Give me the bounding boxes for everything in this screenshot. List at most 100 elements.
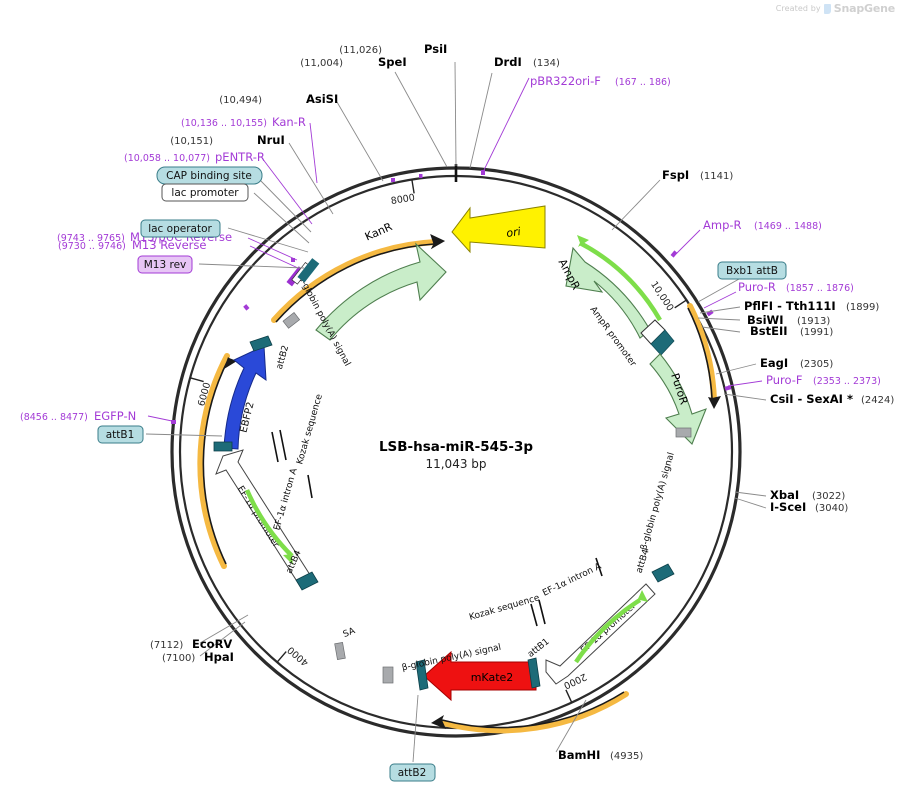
watermark-brand: SnapGene bbox=[833, 2, 895, 15]
plasmid-title-block: LSB-hsa-miR-545-3p 11,043 bp bbox=[379, 439, 533, 471]
gene-label-mkate2: mKate2 bbox=[471, 671, 514, 684]
badge-bxb1-attb[interactable]: Bxb1 attB bbox=[717, 261, 787, 280]
site-label-attb1-bottom: attB1 bbox=[526, 637, 551, 660]
enzyme-pos: (3022) bbox=[812, 491, 845, 502]
gene-arrow-ori[interactable]: ori bbox=[451, 205, 546, 254]
badge-m13-rev[interactable]: M13 rev bbox=[137, 255, 193, 274]
site-label-attb2: attB2 bbox=[275, 344, 291, 370]
enzyme-name-asisi[interactable]: AsiSI bbox=[306, 92, 338, 106]
enzyme-pos: (2424) bbox=[861, 395, 894, 406]
gene-arrow-ebfp2[interactable]: EBFP2 attB2 bbox=[213, 335, 291, 452]
primer-range: (10,136 .. 10,155) bbox=[181, 118, 267, 129]
enzyme-name-fspi[interactable]: FspI bbox=[662, 168, 689, 182]
primer-name-pbr322ori-f[interactable]: pBR322ori-F bbox=[530, 74, 601, 88]
enzyme-name-xbai[interactable]: XbaI bbox=[770, 488, 799, 502]
feature-kozak-intron-left: Kozak sequence EF-1α intron A bbox=[271, 393, 325, 532]
primer-name-puro-f[interactable]: Puro-F bbox=[766, 373, 803, 387]
enzyme-name-nrui[interactable]: NruI bbox=[257, 133, 285, 147]
primer-name-m13-reverse[interactable]: M13 Reverse bbox=[132, 238, 206, 252]
badge-text: M13 rev bbox=[144, 259, 187, 271]
plasmid-size: 11,043 bp bbox=[425, 457, 486, 471]
primer-name-kan-r[interactable]: Kan-R bbox=[272, 115, 306, 129]
enzyme-name-bsiwi[interactable]: BsiWI bbox=[747, 313, 784, 327]
enzyme-pos: (1141) bbox=[700, 171, 733, 182]
enzyme-pos: (3040) bbox=[815, 503, 848, 514]
enzyme-pos: (2305) bbox=[800, 359, 833, 370]
feature-kozak-intron-right: Kozak sequence EF-1α intron A bbox=[468, 557, 604, 627]
badge-lac-operator[interactable]: lac operator bbox=[140, 219, 221, 238]
watermark-prefix: Created by bbox=[775, 4, 821, 13]
feature-sa: SA bbox=[334, 626, 358, 660]
enzyme-pos: (7112) bbox=[150, 640, 183, 651]
enzyme-name-bsteii[interactable]: BstEII bbox=[750, 324, 788, 338]
enzyme-label-group: (11,004) SpeI (11,026) PsiI DrdI (134) (… bbox=[150, 42, 894, 762]
enzyme-pos: (1899) bbox=[846, 302, 879, 313]
feature-beta-globin-right: β-globin poly(A) signal bbox=[639, 427, 692, 551]
primer-range: (9730 .. 9746) bbox=[58, 241, 126, 252]
badge-text: CAP binding site bbox=[166, 170, 252, 182]
badge-lac-promoter[interactable]: lac promoter bbox=[161, 183, 249, 202]
badge-cap-binding-site[interactable]: CAP binding site bbox=[156, 166, 263, 185]
enzyme-name-csii-sexai[interactable]: CsiI - SexAI * bbox=[770, 392, 853, 406]
primer-name-pentr-r[interactable]: pENTR-R bbox=[215, 150, 265, 164]
cut-site-marks bbox=[171, 164, 732, 424]
enzyme-name-pflfi-tth111i[interactable]: PflFI - Tth111I bbox=[744, 299, 836, 313]
feature-label-kozak-left: Kozak sequence bbox=[295, 393, 325, 466]
badge-text: attB2 bbox=[398, 767, 427, 779]
gene-label-ori: ori bbox=[506, 225, 522, 240]
primer-label-group: pBR322ori-F (167 .. 186) (10,136 .. 10,1… bbox=[20, 74, 881, 423]
gene-arrow-mkate2[interactable]: mKate2 attB1 bbox=[415, 637, 551, 702]
primer-name-puro-r[interactable]: Puro-R bbox=[738, 280, 776, 294]
primer-range: (10,058 .. 10,077) bbox=[124, 153, 210, 164]
enzyme-name-psii[interactable]: PsiI bbox=[424, 42, 447, 56]
gene-arrow-ampr[interactable]: AmpR bbox=[556, 235, 662, 339]
feature-label-sa: SA bbox=[342, 626, 358, 640]
badge-attb1[interactable]: attB1 bbox=[97, 425, 144, 444]
primer-range: (2353 .. 2373) bbox=[813, 376, 881, 387]
ruler-tick-label: 4000 bbox=[286, 644, 312, 668]
plasmid-name: LSB-hsa-miR-545-3p bbox=[379, 439, 533, 455]
enzyme-name-ecorv[interactable]: EcoRV bbox=[192, 637, 232, 651]
badge-label-group: CAP binding site lac promoter lac operat… bbox=[97, 166, 787, 782]
primer-range: (8456 .. 8477) bbox=[20, 412, 88, 423]
primer-name-egfp-n[interactable]: EGFP-N bbox=[94, 409, 136, 423]
snapgene-watermark: Created by SnapGene bbox=[776, 2, 895, 15]
gene-arrow-kanr[interactable]: KanR bbox=[315, 220, 447, 341]
enzyme-pos: (134) bbox=[533, 58, 560, 69]
leader-lines bbox=[145, 61, 767, 763]
enzyme-name-iscei[interactable]: I-SceI bbox=[770, 500, 806, 514]
snapgene-bookmark-icon bbox=[823, 3, 831, 14]
enzyme-pos: (10,151) bbox=[170, 136, 213, 147]
enzyme-pos: (7100) bbox=[162, 653, 195, 664]
primer-range: (167 .. 186) bbox=[615, 77, 671, 88]
enzyme-name-bamhi[interactable]: BamHI bbox=[558, 748, 600, 762]
site-label-attb4-right: attB4 bbox=[635, 548, 652, 575]
feature-ef1a-promoter-right[interactable]: EF-1α promoter attB4 bbox=[545, 548, 675, 685]
badge-text: Bxb1 attB bbox=[726, 265, 778, 277]
primer-range: (1469 .. 1488) bbox=[754, 221, 822, 232]
badge-text: attB1 bbox=[106, 429, 135, 441]
feature-label-intron-right: EF-1α intron A bbox=[541, 561, 604, 598]
feature-label-beta-globin-right: β-globin poly(A) signal bbox=[639, 451, 677, 551]
enzyme-pos: (4935) bbox=[610, 751, 643, 762]
feature-label-intron-left: EF-1α intron A bbox=[272, 466, 300, 531]
enzyme-name-spei[interactable]: SpeI bbox=[378, 55, 407, 69]
feature-ef1a-promoter-left[interactable]: EF-1α promoter attB4 bbox=[215, 449, 319, 591]
badge-text: lac promoter bbox=[171, 187, 239, 199]
primer-range: (9743 .. 9765) bbox=[57, 233, 125, 244]
ruler-tick-label: 8000 bbox=[390, 192, 416, 207]
enzyme-pos: (1913) bbox=[797, 316, 830, 327]
enzyme-name-eagi[interactable]: EagI bbox=[760, 356, 788, 370]
enzyme-pos: (11,004) bbox=[300, 58, 343, 69]
enzyme-name-hpai[interactable]: HpaI bbox=[204, 650, 234, 664]
primer-name-amp-r[interactable]: Amp-R bbox=[703, 218, 742, 232]
primer-range: (1857 .. 1876) bbox=[786, 283, 854, 294]
badge-text: lac operator bbox=[148, 223, 212, 235]
orange-direction-arcs bbox=[197, 234, 721, 734]
enzyme-name-drdi[interactable]: DrdI bbox=[494, 55, 522, 69]
gene-label-kanr: KanR bbox=[363, 220, 395, 244]
enzyme-pos: (10,494) bbox=[219, 95, 262, 106]
badge-attb2[interactable]: attB2 bbox=[389, 763, 436, 782]
